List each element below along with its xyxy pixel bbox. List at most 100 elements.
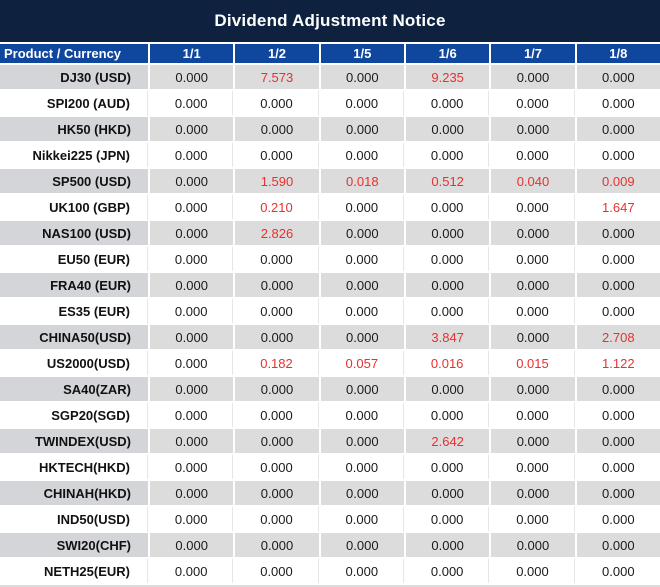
table-row: HK50 (HKD) 0.000 0.000 0.000 0.000 0.000 0.000: [0, 117, 660, 141]
value-cell: 0.000: [491, 455, 575, 479]
value-cell: 0.000: [491, 91, 575, 115]
value-cell: 0.000: [576, 559, 660, 583]
value-cell: 0.000: [150, 377, 234, 401]
value-cell: 0.000: [235, 559, 319, 583]
table-row: UK100 (GBP) 0.000 0.210 0.000 0.000 0.000 1.64…: [0, 195, 660, 219]
column-header-date: 1/1: [150, 44, 234, 63]
value-cell: 0.000: [405, 273, 490, 297]
product-cell: UK100 (GBP): [0, 195, 148, 219]
value-cell: 0.000: [235, 455, 319, 479]
value-cell: 0.000: [150, 221, 234, 245]
value-cell: 0.000: [320, 507, 404, 531]
value-cell: 0.000: [235, 143, 319, 167]
value-cell: 0.000: [235, 533, 319, 557]
product-cell: FRA40 (EUR): [0, 273, 148, 297]
value-cell: 0.000: [150, 143, 234, 167]
product-cell: SGP20(SGD): [0, 403, 148, 427]
value-cell: 0.000: [320, 559, 404, 583]
value-cell: 0.000: [150, 429, 234, 453]
column-header-date: 1/6: [405, 44, 490, 63]
value-cell: 0.000: [150, 559, 234, 583]
product-cell: EU50 (EUR): [0, 247, 148, 271]
value-cell: 0.000: [491, 299, 575, 323]
value-cell: 0.000: [576, 455, 660, 479]
value-cell: 0.015: [491, 351, 575, 375]
value-cell: 0.000: [320, 273, 404, 297]
product-cell: NETH25(EUR): [0, 559, 148, 583]
value-cell: 0.000: [320, 533, 404, 557]
table-wrap: Product / Currency 1/1 1/2 1/5 1/6 1/7 1/8 DJ…: [0, 42, 660, 585]
dividend-table: Product / Currency 1/1 1/2 1/5 1/6 1/7 1/8 DJ…: [0, 42, 660, 585]
value-cell: 0.000: [150, 117, 234, 141]
value-cell: 0.000: [150, 273, 234, 297]
table-row: CHINAH(HKD) 0.000 0.000 0.000 0.000 0.000 0.00…: [0, 481, 660, 505]
value-cell: 0.000: [320, 377, 404, 401]
value-cell: 0.000: [320, 143, 404, 167]
column-header-date: 1/8: [576, 44, 660, 63]
product-cell: IND50(USD): [0, 507, 148, 531]
product-cell: CHINA50(USD): [0, 325, 148, 349]
value-cell: 0.000: [576, 65, 660, 89]
value-cell: 0.000: [320, 117, 404, 141]
bottom-strip: [0, 585, 660, 587]
product-cell: TWINDEX(USD): [0, 429, 148, 453]
value-cell: 0.512: [405, 169, 490, 193]
value-cell: 0.000: [405, 507, 490, 531]
header-row: Product / Currency 1/1 1/2 1/5 1/6 1/7 1/8: [0, 44, 660, 63]
value-cell: 0.000: [235, 273, 319, 297]
value-cell: 0.000: [576, 377, 660, 401]
value-cell: 0.000: [235, 91, 319, 115]
value-cell: 0.000: [150, 481, 234, 505]
value-cell: 0.000: [320, 91, 404, 115]
value-cell: 0.000: [320, 455, 404, 479]
product-cell: DJ30 (USD): [0, 65, 148, 89]
product-cell: SPI200 (AUD): [0, 91, 148, 115]
value-cell: 0.000: [235, 377, 319, 401]
value-cell: 0.000: [491, 481, 575, 505]
value-cell: 0.000: [405, 221, 490, 245]
page-title: Dividend Adjustment Notice: [214, 11, 446, 30]
table-row: IND50(USD) 0.000 0.000 0.000 0.000 0.000 0.000: [0, 507, 660, 531]
value-cell: 0.000: [405, 143, 490, 167]
value-cell: 0.000: [576, 91, 660, 115]
table-row: Nikkei225 (JPN) 0.000 0.000 0.000 0.000 0.000…: [0, 143, 660, 167]
value-cell: 0.000: [150, 65, 234, 89]
value-cell: 1.122: [576, 351, 660, 375]
product-cell: SA40(ZAR): [0, 377, 148, 401]
table-row: TWINDEX(USD) 0.000 0.000 0.000 2.642 0.000 0.0…: [0, 429, 660, 453]
value-cell: 0.000: [491, 325, 575, 349]
value-cell: 0.000: [491, 117, 575, 141]
value-cell: 0.000: [405, 481, 490, 505]
value-cell: 0.000: [150, 403, 234, 427]
value-cell: 0.182: [235, 351, 319, 375]
column-header-date: 1/5: [320, 44, 404, 63]
value-cell: 0.000: [491, 429, 575, 453]
value-cell: 0.000: [405, 91, 490, 115]
value-cell: 0.000: [235, 117, 319, 141]
value-cell: 0.000: [235, 299, 319, 323]
value-cell: 0.000: [576, 429, 660, 453]
value-cell: 0.000: [235, 507, 319, 531]
value-cell: 0.000: [405, 403, 490, 427]
value-cell: 0.000: [320, 429, 404, 453]
value-cell: 0.000: [491, 247, 575, 271]
value-cell: 1.647: [576, 195, 660, 219]
value-cell: 0.000: [491, 377, 575, 401]
value-cell: 0.000: [150, 91, 234, 115]
value-cell: 0.000: [150, 533, 234, 557]
product-cell: Nikkei225 (JPN): [0, 143, 148, 167]
value-cell: 0.000: [576, 299, 660, 323]
table-row: SGP20(SGD) 0.000 0.000 0.000 0.000 0.000 0.000: [0, 403, 660, 427]
value-cell: 0.000: [320, 221, 404, 245]
product-cell: CHINAH(HKD): [0, 481, 148, 505]
value-cell: 0.000: [320, 325, 404, 349]
product-cell: HK50 (HKD): [0, 117, 148, 141]
value-cell: 0.000: [150, 195, 234, 219]
value-cell: 0.018: [320, 169, 404, 193]
value-cell: 0.000: [235, 429, 319, 453]
table-row: EU50 (EUR) 0.000 0.000 0.000 0.000 0.000 0.000: [0, 247, 660, 271]
table-row: NAS100 (USD) 0.000 2.826 0.000 0.000 0.000 0.0…: [0, 221, 660, 245]
value-cell: 0.000: [320, 403, 404, 427]
value-cell: 0.000: [576, 117, 660, 141]
